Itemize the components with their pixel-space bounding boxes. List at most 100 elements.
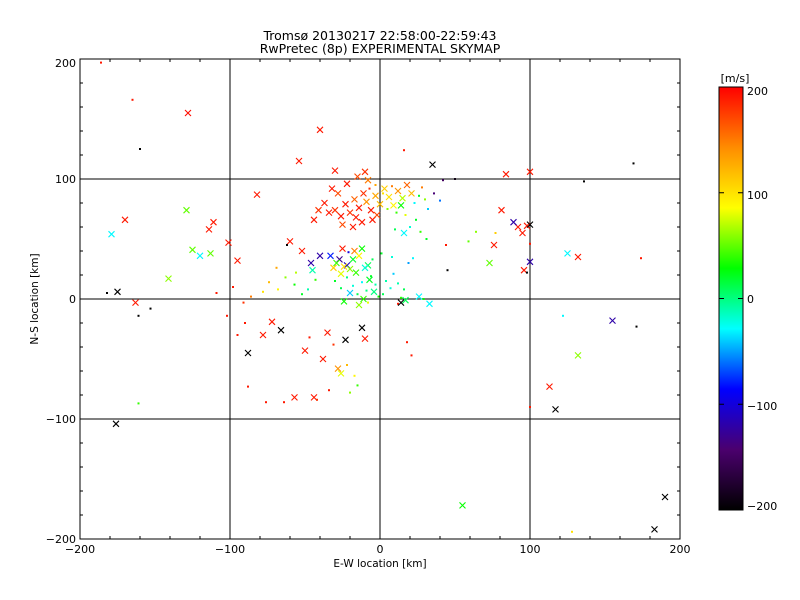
data-point-dot	[404, 214, 407, 216]
data-point-dot	[421, 186, 423, 189]
data-point-dot	[346, 364, 348, 366]
data-point-dot	[635, 325, 638, 328]
data-point-cross	[552, 406, 559, 413]
data-point-cross	[651, 526, 658, 533]
data-point-dot	[425, 238, 428, 240]
data-point-cross	[114, 288, 121, 296]
data-point-cross	[370, 288, 378, 296]
data-point-dot	[106, 292, 108, 294]
y-axis-label: N-S location [km]	[29, 253, 41, 344]
data-point-dot	[131, 98, 134, 101]
data-point-cross	[309, 266, 316, 274]
data-point-dot	[265, 401, 267, 404]
data-point-cross	[364, 176, 372, 184]
data-point-cross	[291, 394, 298, 401]
data-point-cross	[319, 355, 327, 363]
data-point-cross	[298, 247, 306, 255]
data-point-cross	[502, 170, 510, 178]
data-point-cross	[355, 204, 363, 212]
data-point-cross	[132, 299, 139, 306]
data-point-cross	[310, 216, 318, 224]
data-point-dot	[422, 298, 425, 300]
data-point-cross	[510, 218, 517, 226]
data-point-dot	[413, 202, 416, 204]
data-point-dot	[286, 244, 288, 246]
data-point-dot	[307, 288, 309, 291]
axis-ticks	[79, 58, 681, 540]
data-point-cross	[526, 258, 534, 266]
data-point-dot	[409, 226, 411, 228]
data-point-dot	[467, 240, 470, 243]
data-point-cross	[334, 190, 342, 197]
data-point-cross	[426, 300, 433, 308]
data-point-dot	[382, 293, 384, 296]
data-point-dot	[215, 292, 218, 294]
data-point-cross	[399, 194, 406, 202]
data-point-cross	[189, 246, 196, 254]
data-point-cross	[316, 252, 324, 260]
grid-lines	[80, 59, 680, 539]
data-point-cross	[408, 190, 415, 197]
data-point-cross	[526, 221, 534, 228]
chart-title: Tromsø 20130217 22:58:00-22:59:43	[262, 28, 496, 43]
data-point-cross	[121, 216, 129, 224]
data-point-cross	[355, 301, 363, 309]
data-point-cross	[415, 293, 423, 300]
colorbar-tick-label: 0	[747, 293, 754, 306]
data-point-dot	[349, 391, 351, 394]
data-point-cross	[184, 109, 192, 117]
data-point-cross	[330, 264, 337, 272]
data-point-cross	[361, 335, 369, 342]
data-point-dot	[529, 242, 531, 245]
data-points	[100, 61, 669, 533]
data-point-dot	[374, 283, 377, 286]
data-point-cross	[316, 126, 324, 134]
colorbar-tick-label: −200	[747, 500, 777, 513]
data-point-cross	[519, 229, 526, 237]
data-point-cross	[234, 257, 241, 264]
data-point-dot	[397, 282, 399, 285]
data-point-cross	[327, 252, 334, 260]
colorbar: [m/s] 200 100 0 −100 −200	[718, 72, 777, 513]
x-tick-label: −200	[65, 543, 95, 556]
data-point-dot	[406, 341, 408, 344]
data-point-cross	[358, 218, 366, 226]
data-point-cross	[205, 226, 213, 233]
y-tick-labels: −200 −100 0 100 200	[46, 57, 76, 546]
data-point-cross	[397, 202, 405, 209]
data-point-cross	[183, 206, 190, 214]
data-point-cross	[331, 167, 339, 174]
data-point-dot	[139, 148, 141, 150]
colorbar-tick-label: −100	[747, 400, 777, 413]
data-point-cross	[361, 264, 369, 272]
data-point-cross	[366, 276, 373, 284]
data-point-dot	[442, 179, 444, 182]
data-point-cross	[342, 200, 349, 208]
data-point-dot	[424, 198, 426, 201]
data-point-cross	[574, 253, 582, 261]
data-point-cross	[324, 329, 331, 336]
data-point-cross	[108, 230, 115, 238]
data-point-cross	[225, 239, 232, 246]
data-point-cross	[315, 206, 322, 214]
data-point-dot	[301, 293, 303, 296]
data-point-cross	[268, 318, 276, 326]
data-point-dot	[370, 275, 372, 278]
data-point-cross	[331, 206, 339, 214]
data-point-dot	[377, 295, 380, 298]
data-point-dot	[367, 301, 369, 304]
data-point-cross	[210, 218, 217, 226]
data-point-cross	[337, 370, 345, 377]
data-point-cross	[390, 202, 397, 209]
data-point-dot	[475, 230, 477, 233]
data-point-cross	[429, 161, 436, 168]
data-point-cross	[307, 259, 315, 267]
data-point-cross	[661, 493, 669, 501]
data-point-dot	[412, 257, 414, 260]
data-point-dot	[394, 228, 396, 231]
data-point-cross	[328, 185, 336, 192]
data-point-cross	[360, 295, 367, 303]
data-point-dot	[268, 281, 270, 284]
data-point-dot	[226, 314, 228, 317]
data-point-dot	[247, 385, 249, 388]
